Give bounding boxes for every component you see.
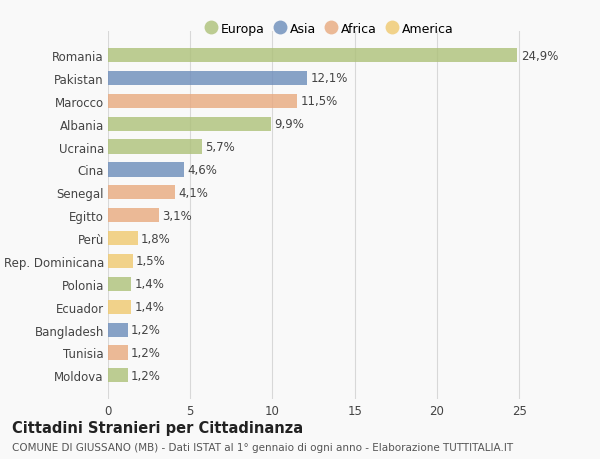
Bar [108, 95, 297, 109]
Text: 24,9%: 24,9% [521, 50, 558, 62]
Text: 4,6%: 4,6% [187, 163, 217, 177]
Text: 1,2%: 1,2% [131, 324, 161, 336]
Bar [108, 163, 184, 177]
Bar [108, 72, 307, 86]
Bar [108, 49, 517, 63]
Text: 1,2%: 1,2% [131, 369, 161, 382]
Text: 5,7%: 5,7% [205, 141, 235, 154]
Text: 11,5%: 11,5% [301, 95, 338, 108]
Bar [108, 140, 202, 154]
Text: 1,4%: 1,4% [134, 301, 164, 313]
Bar [108, 118, 271, 131]
Bar [108, 369, 128, 383]
Text: COMUNE DI GIUSSANO (MB) - Dati ISTAT al 1° gennaio di ogni anno - Elaborazione T: COMUNE DI GIUSSANO (MB) - Dati ISTAT al … [12, 442, 513, 452]
Text: 12,1%: 12,1% [310, 72, 347, 85]
Text: 3,1%: 3,1% [162, 209, 192, 222]
Bar [108, 300, 131, 314]
Text: 4,1%: 4,1% [179, 186, 209, 199]
Text: 1,4%: 1,4% [134, 278, 164, 291]
Bar [108, 186, 175, 200]
Bar [108, 346, 128, 360]
Text: 9,9%: 9,9% [274, 118, 304, 131]
Text: 1,8%: 1,8% [141, 232, 170, 245]
Bar [108, 209, 159, 223]
Bar [108, 231, 137, 246]
Bar [108, 254, 133, 269]
Bar [108, 277, 131, 291]
Text: 1,2%: 1,2% [131, 346, 161, 359]
Text: Cittadini Stranieri per Cittadinanza: Cittadini Stranieri per Cittadinanza [12, 420, 303, 435]
Bar [108, 323, 128, 337]
Text: 1,5%: 1,5% [136, 255, 166, 268]
Legend: Europa, Asia, Africa, America: Europa, Asia, Africa, America [201, 18, 459, 41]
